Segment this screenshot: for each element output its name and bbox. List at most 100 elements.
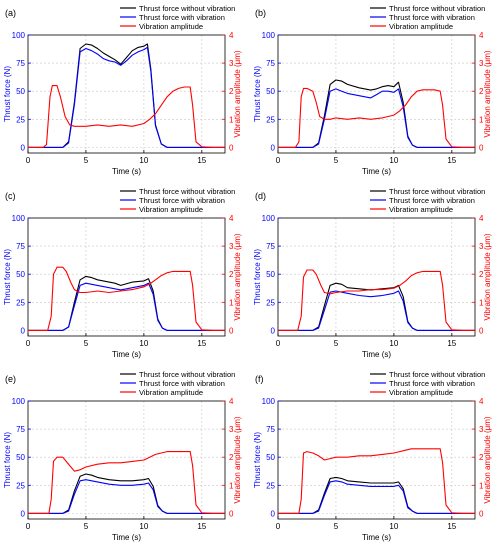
y-left-tick-label: 50 (266, 270, 275, 279)
y-left-axis-label: Thrust force (N) (3, 249, 12, 305)
y-right-tick-label: 3 (479, 59, 484, 68)
series-line (28, 46, 225, 148)
x-tick-label: 15 (447, 339, 456, 348)
legend-entry: Vibration amplitude (389, 388, 453, 397)
legend-entry: Thrust force with vibration (139, 196, 225, 205)
chart-panel: (e) 0 5 10 15 0 25 50 75 100 0 1 2 3 4 Time (s) Thrust f… (3, 370, 242, 542)
y-right-tick-label: 1 (479, 481, 484, 490)
series-line (278, 480, 475, 514)
y-right-axis-label: Vibration amplitude (μm) (233, 233, 242, 321)
y-left-axis-label: Thrust force (N) (253, 66, 262, 122)
legend-entry: Thrust force without vibration (389, 187, 485, 196)
x-tick-label: 15 (197, 522, 206, 531)
y-left-tick-label: 100 (12, 214, 26, 223)
x-tick-label: 10 (139, 339, 148, 348)
y-right-axis-label: Vibration amplitude (μm) (233, 416, 242, 504)
plot-frame (27, 34, 226, 154)
legend-entry: Thrust force without vibration (389, 4, 485, 13)
x-tick-label: 15 (447, 522, 456, 531)
chart-panel: (f) 0 5 10 15 0 25 50 75 100 0 1 2 3 4 Time (s) Thrust f… (253, 370, 492, 542)
y-left-axis-label: Thrust force (N) (3, 432, 12, 488)
x-tick-label: 0 (26, 522, 31, 531)
x-tick-label: 5 (84, 156, 89, 165)
y-left-tick-label: 25 (266, 298, 275, 307)
y-right-axis-label: Vibration amplitude (μm) (233, 50, 242, 138)
y-right-axis-label: Vibration amplitude (μm) (483, 50, 492, 138)
y-left-tick-label: 0 (271, 509, 276, 518)
x-tick-label: 0 (276, 339, 281, 348)
y-right-tick-label: 1 (479, 115, 484, 124)
y-left-tick-label: 100 (12, 397, 26, 406)
y-left-tick-label: 25 (16, 481, 25, 490)
legend-entry: Thrust force with vibration (389, 379, 475, 388)
series-line (28, 473, 225, 514)
y-left-tick-label: 50 (266, 87, 275, 96)
legend-entry: Thrust force without vibration (139, 187, 235, 196)
panel-label: (a) (5, 8, 16, 18)
y-left-tick-label: 0 (21, 143, 26, 152)
x-tick-label: 5 (334, 156, 339, 165)
y-right-axis-label: Vibration amplitude (μm) (483, 233, 492, 321)
y-left-tick-label: 0 (271, 143, 276, 152)
legend-entry: Thrust force without vibration (389, 370, 485, 379)
y-right-tick-label: 1 (229, 481, 234, 490)
x-axis-label: Time (s) (362, 350, 391, 359)
y-right-tick-label: 2 (229, 270, 234, 279)
chart-panel: (b) 0 5 10 15 0 25 50 75 100 0 1 2 3 4 Time (s) Thrust f… (253, 4, 492, 176)
y-left-tick-label: 25 (266, 115, 275, 124)
x-tick-label: 15 (447, 156, 456, 165)
legend-entry: Thrust force without vibration (139, 370, 235, 379)
x-tick-label: 0 (26, 156, 31, 165)
y-right-tick-label: 3 (229, 59, 234, 68)
chart-panel: (a) 0 5 10 15 0 25 50 75 100 0 1 2 3 4 Time (s) Thrust f… (3, 4, 242, 176)
y-left-tick-label: 50 (266, 453, 275, 462)
series-line (278, 282, 475, 331)
series-line (28, 451, 225, 514)
legend-entry: Vibration amplitude (389, 22, 453, 31)
y-left-tick-label: 100 (262, 397, 276, 406)
y-right-tick-label: 4 (479, 397, 484, 406)
y-right-tick-label: 4 (479, 214, 484, 223)
legend-entry: Thrust force with vibration (389, 13, 475, 22)
y-left-tick-label: 75 (266, 59, 275, 68)
x-tick-label: 10 (389, 156, 398, 165)
y-right-tick-label: 3 (479, 425, 484, 434)
y-left-tick-label: 75 (266, 425, 275, 434)
y-right-tick-label: 0 (479, 509, 484, 518)
series-line (278, 448, 475, 514)
y-right-tick-label: 1 (479, 298, 484, 307)
series-line (278, 269, 475, 331)
series-line (28, 479, 225, 514)
legend-entry: Vibration amplitude (139, 205, 203, 214)
y-left-tick-label: 25 (16, 115, 25, 124)
y-left-tick-label: 0 (21, 509, 26, 518)
y-right-tick-label: 2 (479, 87, 484, 96)
series-line (28, 275, 225, 331)
legend-entry: Vibration amplitude (139, 22, 203, 31)
x-tick-label: 15 (197, 156, 206, 165)
y-right-tick-label: 3 (229, 242, 234, 251)
series-line (278, 87, 475, 148)
y-left-axis-label: Thrust force (N) (253, 249, 262, 305)
x-axis-label: Time (s) (112, 167, 141, 176)
y-right-tick-label: 2 (229, 87, 234, 96)
y-right-tick-label: 3 (229, 425, 234, 434)
y-right-tick-label: 1 (229, 298, 234, 307)
series-line (278, 476, 475, 514)
series-line (278, 88, 475, 148)
panel-label: (b) (255, 8, 266, 18)
y-right-tick-label: 4 (229, 31, 234, 40)
y-left-tick-label: 25 (266, 481, 275, 490)
y-right-tick-label: 0 (229, 326, 234, 335)
y-left-tick-label: 50 (16, 453, 25, 462)
x-tick-label: 10 (139, 522, 148, 531)
panel-label: (f) (255, 374, 264, 384)
legend-entry: Thrust force with vibration (389, 196, 475, 205)
y-right-tick-label: 1 (229, 115, 234, 124)
x-tick-label: 5 (84, 339, 89, 348)
y-right-tick-label: 0 (479, 326, 484, 335)
panel-label: (c) (5, 191, 16, 201)
x-tick-label: 5 (334, 522, 339, 531)
y-right-tick-label: 2 (479, 270, 484, 279)
x-axis-label: Time (s) (112, 533, 141, 542)
